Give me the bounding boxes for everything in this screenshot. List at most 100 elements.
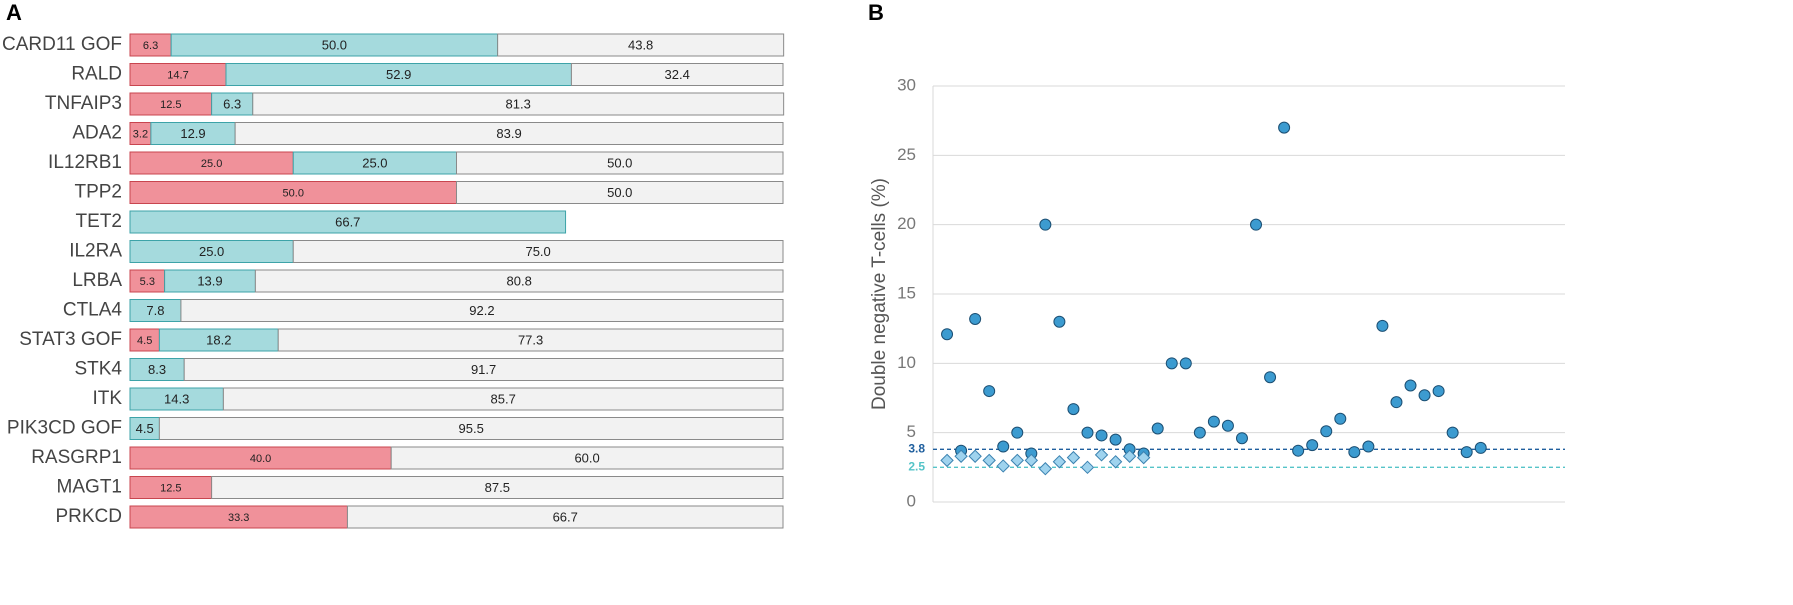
y-tick-label: 0 [907, 491, 916, 510]
data-point [1094, 448, 1109, 462]
category-label: TET2 [76, 211, 122, 232]
data-point [940, 453, 954, 468]
data-point [1081, 426, 1094, 439]
category-label: MAGT1 [57, 477, 122, 498]
bar-segment [346, 505, 784, 529]
category-label: RASGRP1 [31, 447, 122, 468]
data-point [968, 449, 982, 463]
value-label: 50.0 [607, 185, 632, 200]
value-label: 32.4 [665, 67, 690, 82]
value-label: 25.0 [201, 158, 222, 170]
data-point [1376, 319, 1389, 332]
category-label: RALD [71, 64, 122, 85]
value-label: 77.3 [518, 332, 543, 347]
data-point [1066, 450, 1081, 465]
value-label: 25.0 [362, 155, 387, 170]
data-point [1039, 218, 1052, 231]
data-point [1250, 218, 1263, 231]
category-label: TNFAIP3 [45, 93, 122, 114]
panel-letter: A [6, 0, 22, 25]
category-label: LRBA [72, 270, 122, 291]
data-point [1052, 455, 1067, 469]
data-point [1278, 121, 1291, 134]
y-tick-label: 25 [897, 145, 916, 164]
value-label: 5.3 [140, 276, 155, 288]
data-point [1108, 455, 1123, 469]
value-label: 7.8 [146, 303, 164, 318]
bar-segment [390, 446, 784, 470]
data-point [1011, 426, 1024, 439]
data-point [1109, 433, 1122, 446]
data-point [982, 453, 996, 468]
value-label: 3.2 [133, 128, 148, 140]
y-tick-label: 20 [897, 214, 916, 233]
data-point [941, 328, 954, 341]
value-label: 81.3 [506, 96, 531, 111]
category-label: ITK [92, 388, 122, 409]
value-label: 50.0 [322, 37, 347, 52]
data-point [1179, 357, 1192, 370]
value-label: 60.0 [574, 450, 599, 465]
data-point [1024, 453, 1039, 468]
value-label: 87.5 [485, 480, 510, 495]
value-label: 18.2 [206, 332, 231, 347]
y-tick-label: 10 [897, 353, 916, 372]
data-point [1320, 425, 1333, 438]
bar-segment [292, 240, 784, 263]
bar-segment [252, 92, 785, 116]
y-tick-label: 30 [897, 75, 916, 94]
data-point [1010, 453, 1024, 468]
y-tick-label: 5 [907, 422, 916, 441]
bar-segment [277, 328, 784, 352]
value-label: 33.3 [228, 512, 249, 524]
data-point [997, 440, 1010, 453]
bar-segment [129, 210, 567, 234]
category-label: PRKCD [55, 506, 122, 527]
data-point [1390, 396, 1403, 409]
value-label: 13.9 [197, 273, 222, 288]
value-label: 12.9 [180, 126, 205, 141]
data-point [1235, 432, 1248, 445]
data-point [1193, 426, 1206, 439]
data-point [1432, 385, 1445, 398]
value-label: 8.3 [148, 362, 166, 377]
category-label: PIK3CD GOF [7, 418, 122, 439]
value-label: 85.7 [491, 391, 516, 406]
value-label: 50.0 [283, 187, 304, 199]
bar-segment [180, 299, 784, 322]
value-label: 95.5 [459, 421, 484, 436]
data-point [1067, 403, 1080, 416]
category-label: STAT3 GOF [19, 329, 122, 350]
data-point [1136, 450, 1151, 465]
data-point [1053, 315, 1066, 328]
category-label: ADA2 [72, 123, 122, 144]
reference-label: 2.5 [908, 460, 925, 474]
reference-label: 3.8 [908, 441, 925, 455]
bar-segment [183, 358, 784, 381]
value-label: 14.3 [164, 391, 189, 406]
data-point [1207, 415, 1220, 428]
data-point [1306, 439, 1319, 452]
data-point [1362, 440, 1375, 453]
value-label: 14.7 [167, 69, 188, 81]
category-label: IL12RB1 [48, 152, 122, 173]
value-label: 6.3 [223, 96, 241, 111]
data-point [1080, 460, 1095, 475]
data-point [969, 312, 982, 325]
value-label: 52.9 [386, 67, 411, 82]
panel-letter: B [868, 0, 884, 25]
category-label: TPP2 [74, 182, 122, 203]
value-label: 83.9 [496, 126, 521, 141]
y-axis-label: Double negative T-cells (%) [869, 178, 890, 410]
value-label: 12.5 [160, 99, 181, 111]
bar-segment [497, 33, 785, 57]
bar-segment [456, 151, 784, 175]
bar-segment [570, 63, 784, 86]
category-label: IL2RA [69, 241, 122, 262]
data-point [1460, 446, 1473, 459]
data-point [1151, 422, 1164, 435]
value-label: 6.3 [143, 40, 158, 52]
y-tick-label: 15 [897, 283, 916, 302]
value-label: 25.0 [199, 244, 224, 259]
value-label: 50.0 [607, 155, 632, 170]
